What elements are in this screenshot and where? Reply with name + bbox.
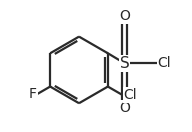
Text: Cl: Cl: [123, 88, 137, 102]
Text: O: O: [119, 101, 130, 115]
Text: F: F: [29, 87, 37, 101]
Text: Cl: Cl: [157, 56, 171, 70]
Text: S: S: [120, 56, 130, 71]
Text: O: O: [119, 9, 130, 23]
